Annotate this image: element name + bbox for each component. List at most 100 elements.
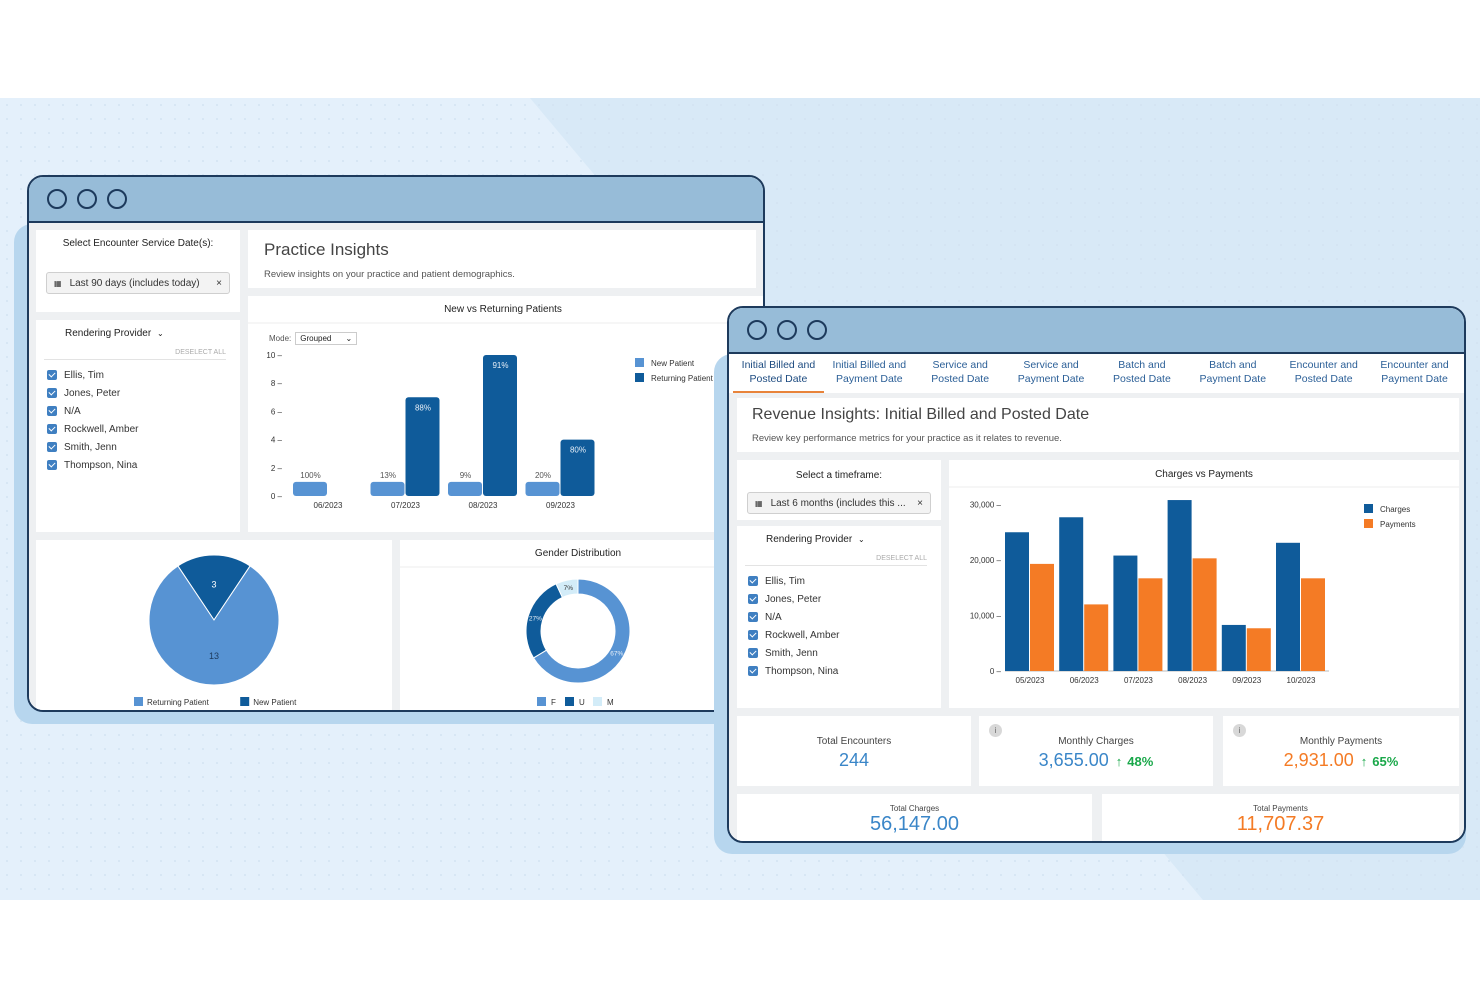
kpi-value: 11,707.37	[1236, 813, 1325, 835]
kpi-label: Monthly Payments	[1299, 736, 1383, 747]
tab-encounter-posted[interactable]: Encounter and Posted Date	[1278, 354, 1369, 393]
provider-dropdown[interactable]: Rendering Provider ⌄	[766, 534, 941, 545]
chevron-down-icon: ⌄	[156, 329, 164, 338]
left-window-body: Select Encounter Service Date(s): ▦ Last…	[29, 223, 763, 710]
legend-swatch	[565, 697, 574, 706]
provider-item[interactable]: Smith, Jenn	[748, 644, 941, 662]
legend-swatch	[635, 358, 644, 367]
info-icon[interactable]: i	[989, 724, 1002, 737]
provider-item[interactable]: Rockwell, Amber	[748, 626, 941, 644]
deselect-all-button[interactable]: DESELECT ALL	[745, 555, 927, 566]
bar	[1084, 604, 1109, 671]
slice-label: 27%	[529, 616, 542, 623]
window-control-minimize[interactable]	[777, 320, 797, 340]
bar	[1005, 532, 1029, 671]
checkbox-icon[interactable]	[47, 460, 57, 470]
kpi-total-charges: Total Charges 56,147.00	[737, 794, 1092, 841]
checkbox-icon[interactable]	[748, 630, 758, 640]
window-control-minimize[interactable]	[77, 189, 97, 209]
checkbox-icon[interactable]	[47, 424, 57, 434]
provider-dropdown[interactable]: Rendering Provider ⌄	[65, 328, 240, 339]
tab-encounter-payment[interactable]: Encounter and Payment Date	[1369, 354, 1460, 393]
checkbox-icon[interactable]	[47, 406, 57, 416]
legend-label: Returning Patient	[651, 374, 714, 383]
timeframe-card: Select a timeframe: ▦ Last 6 months (inc…	[737, 460, 941, 520]
provider-item[interactable]: N/A	[748, 608, 941, 626]
tab-initial-billed-payment[interactable]: Initial Billed and Payment Date	[824, 354, 915, 393]
donut-slice	[555, 578, 579, 599]
window-control-close[interactable]	[47, 189, 67, 209]
timeframe-chip-label: Last 6 months (includes this ...	[770, 497, 906, 509]
checkbox-icon[interactable]	[748, 648, 758, 658]
timeframe-chip[interactable]: ▦ Last 6 months (includes this ... ×	[747, 492, 931, 514]
kpi-change: 48%	[1127, 754, 1154, 769]
window-control-maximize[interactable]	[807, 320, 827, 340]
bar	[1030, 563, 1054, 671]
checkbox-icon[interactable]	[748, 594, 758, 604]
kpi-value: 3,655.00	[1038, 750, 1109, 770]
tab-service-payment[interactable]: Service and Payment Date	[1006, 354, 1097, 393]
tab-label-line2: Payment Date	[836, 373, 903, 385]
page-subtitle: Review insights on your practice and pat…	[264, 269, 515, 280]
date-filter-chip[interactable]: ▦ Last 90 days (includes today) ×	[46, 272, 230, 294]
bar	[1301, 578, 1325, 671]
info-icon[interactable]: i	[1233, 724, 1246, 737]
checkbox-icon[interactable]	[748, 612, 758, 622]
provider-item[interactable]: Rockwell, Amber	[47, 420, 240, 438]
tab-service-posted[interactable]: Service and Posted Date	[915, 354, 1006, 393]
bar	[1276, 542, 1300, 671]
kpi-change: 65%	[1372, 754, 1399, 769]
tab-label-line1: Initial Billed and	[741, 359, 816, 371]
provider-item[interactable]: Jones, Peter	[47, 384, 240, 402]
provider-item[interactable]: N/A	[47, 402, 240, 420]
gender-distribution-card: Gender Distribution 67% 27% 7% F U M	[400, 540, 763, 710]
legend-swatch	[635, 373, 644, 382]
kpi-monthly-payments: i Monthly Payments 2,931.00 ↑ 65%	[1223, 716, 1459, 786]
bar	[560, 439, 595, 496]
provider-name: Smith, Jenn	[64, 441, 117, 453]
revenue-insights-window: Initial Billed and Posted Date Initial Bi…	[727, 306, 1466, 843]
timeframe-title: Select a timeframe:	[795, 470, 883, 481]
charges-vs-payments-card: Charges vs Payments 0 – 10,000 – 20,000 – 30…	[949, 460, 1459, 708]
new-vs-returning-chart: New vs Returning Patients 0 – 2 – 4 – 6 – 8 –…	[248, 304, 763, 510]
y-tick-label: 0 –	[990, 667, 1002, 676]
bar	[1113, 555, 1138, 671]
provider-filter-card: Rendering Provider ⌄ DESELECT ALL Ellis,…	[36, 320, 240, 532]
checkbox-icon[interactable]	[748, 666, 758, 676]
tab-label-line2: Posted Date	[1294, 373, 1353, 385]
tab-label-line2: Posted Date	[931, 373, 990, 385]
legend-label: New Patient	[651, 359, 695, 368]
tab-batch-payment[interactable]: Batch and Payment Date	[1187, 354, 1278, 393]
provider-item[interactable]: Jones, Peter	[748, 590, 941, 608]
patient-pie-chart: 3 13 Returning Patient New Patient	[134, 554, 297, 707]
checkbox-icon[interactable]	[748, 576, 758, 586]
provider-item[interactable]: Ellis, Tim	[47, 366, 240, 384]
kpi-label: Monthly Charges	[1058, 736, 1134, 747]
legend-label: F	[551, 698, 556, 707]
x-tick-label: 09/2023	[1232, 676, 1261, 685]
mode-label: Mode:	[269, 334, 292, 343]
window-control-maximize[interactable]	[107, 189, 127, 209]
deselect-all-button[interactable]: DESELECT ALL	[44, 349, 226, 360]
window-control-close[interactable]	[747, 320, 767, 340]
provider-item[interactable]: Thompson, Nina	[47, 456, 240, 474]
slice-label: 3	[211, 579, 216, 589]
checkbox-icon[interactable]	[47, 388, 57, 398]
checkbox-icon[interactable]	[47, 370, 57, 380]
tab-label-line1: Batch and	[1209, 359, 1257, 371]
mode-select[interactable]: Grouped ⌄	[295, 332, 358, 345]
x-tick-label: 09/2023	[546, 501, 575, 510]
provider-item[interactable]: Ellis, Tim	[748, 572, 941, 590]
tab-initial-billed-posted[interactable]: Initial Billed and Posted Date	[733, 354, 824, 393]
new-vs-returning-card: New vs Returning Patients 0 – 2 – 4 – 6 – 8 –…	[248, 296, 763, 532]
bar	[293, 481, 327, 496]
tab-batch-posted[interactable]: Batch and Posted Date	[1097, 354, 1188, 393]
close-icon[interactable]: ×	[917, 497, 923, 509]
kpi-value: 56,147.00	[870, 813, 959, 835]
close-icon[interactable]: ×	[216, 277, 222, 289]
legend-label: New Patient	[253, 698, 297, 707]
provider-item[interactable]: Thompson, Nina	[748, 662, 941, 680]
provider-item[interactable]: Smith, Jenn	[47, 438, 240, 456]
x-tick-label: 07/2023	[1124, 676, 1153, 685]
checkbox-icon[interactable]	[47, 442, 57, 452]
